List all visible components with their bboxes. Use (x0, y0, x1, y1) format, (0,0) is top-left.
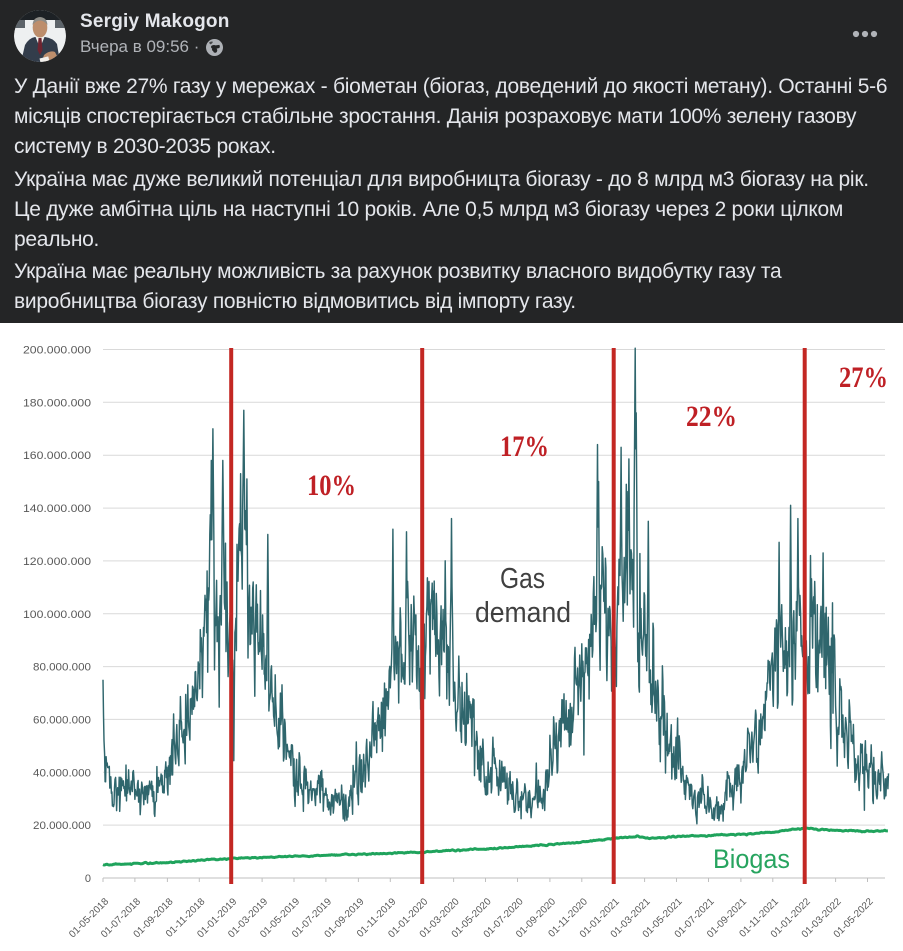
svg-text:120.000.000: 120.000.000 (23, 556, 91, 568)
svg-text:0: 0 (85, 873, 91, 885)
svg-text:20.000.000: 20.000.000 (33, 820, 91, 832)
svg-text:80.000.000: 80.000.000 (33, 662, 91, 674)
svg-text:140.000.000: 140.000.000 (23, 503, 91, 515)
svg-text:Biogas: Biogas (713, 844, 790, 874)
svg-text:160.000.000: 160.000.000 (23, 450, 91, 462)
svg-text:22%: 22% (686, 401, 737, 433)
svg-text:40.000.000: 40.000.000 (33, 767, 91, 779)
svg-text:100.000.000: 100.000.000 (23, 609, 91, 621)
svg-text:200.000.000: 200.000.000 (23, 345, 91, 357)
svg-text:demand: demand (475, 597, 571, 629)
svg-text:180.000.000: 180.000.000 (23, 397, 91, 409)
svg-text:10%: 10% (307, 470, 356, 502)
svg-text:17%: 17% (500, 431, 549, 463)
svg-text:60.000.000: 60.000.000 (33, 714, 91, 726)
svg-text:Gas: Gas (500, 563, 545, 595)
svg-text:27%: 27% (839, 362, 888, 394)
